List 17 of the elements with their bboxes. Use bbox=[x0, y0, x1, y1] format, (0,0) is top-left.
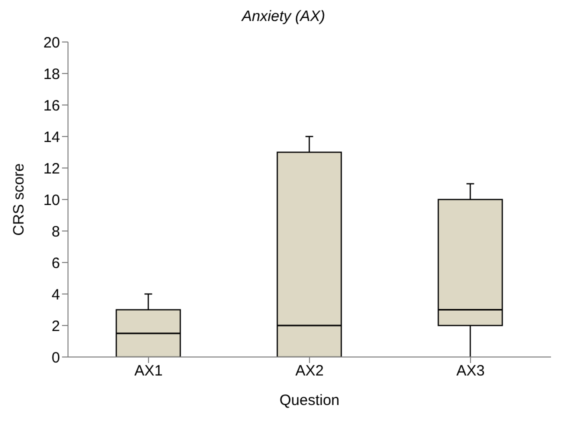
y-tick-label: 12 bbox=[43, 160, 60, 178]
x-tick-label: AX2 bbox=[295, 362, 324, 380]
y-tick-label: 6 bbox=[52, 254, 60, 272]
y-tick-label: 0 bbox=[52, 349, 60, 366]
y-tick-label: 14 bbox=[43, 128, 60, 146]
y-tick-label: 4 bbox=[52, 286, 60, 304]
y-axis-title: CRS score bbox=[10, 163, 28, 236]
y-tick-label: 20 bbox=[43, 34, 60, 52]
y-tick-label: 18 bbox=[43, 66, 60, 83]
x-tick-label: AX3 bbox=[456, 362, 485, 380]
y-tick-label: 16 bbox=[43, 97, 60, 114]
y-tick-label: 10 bbox=[43, 192, 60, 209]
x-tick-label: AX1 bbox=[134, 362, 163, 380]
chart-title: Anxiety (AX) bbox=[240, 8, 326, 25]
x-axis-title: Question bbox=[279, 392, 340, 409]
y-tick-label: 2 bbox=[52, 318, 60, 335]
y-tick-label: 8 bbox=[52, 223, 60, 240]
